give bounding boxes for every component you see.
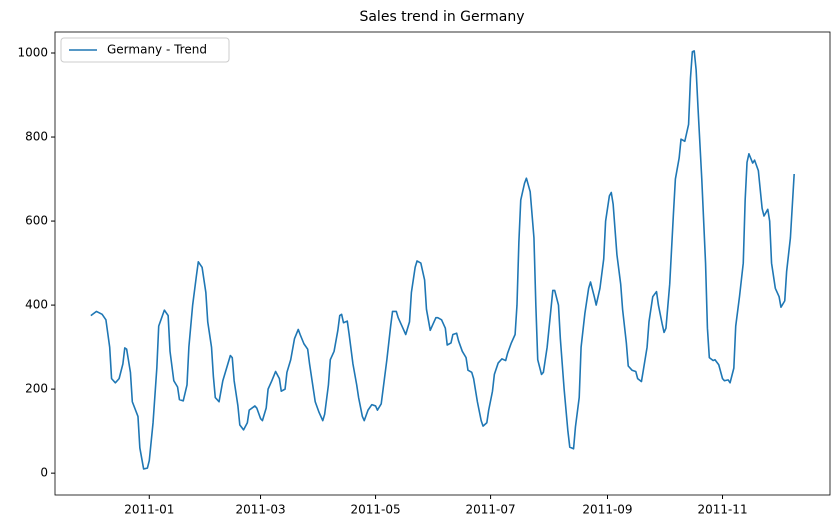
- y-tick-label: 400: [25, 298, 48, 312]
- y-tick-label: 0: [40, 466, 48, 480]
- y-tick-label: 600: [25, 214, 48, 228]
- x-tick-label: 2011-11: [697, 503, 747, 517]
- x-tick-label: 2011-01: [124, 503, 174, 517]
- chart-title: Sales trend in Germany: [359, 9, 524, 25]
- legend-box: [60, 37, 230, 63]
- plot-frame: [54, 31, 831, 496]
- x-tick-label: 2011-09: [582, 503, 632, 517]
- legend-label: Germany - Trend: [107, 43, 207, 57]
- y-tick-label: 1000: [17, 46, 48, 60]
- line-series: [90, 50, 795, 470]
- y-tick-label: 800: [25, 130, 48, 144]
- x-tick-label: 2011-03: [235, 503, 285, 517]
- x-tick-label: 2011-07: [466, 503, 516, 517]
- x-tick-label: 2011-05: [350, 503, 400, 517]
- y-tick-label: 200: [25, 382, 48, 396]
